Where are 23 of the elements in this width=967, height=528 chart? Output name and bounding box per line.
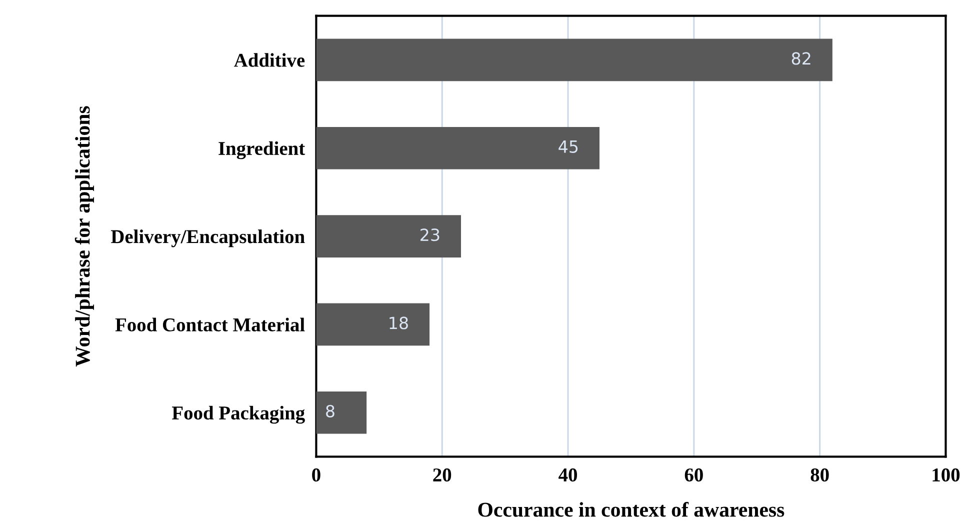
y-tick-label: Food Contact Material [115,318,305,332]
y-axis-title: Word/phrase for applications [74,106,94,367]
data-label: 45 [558,140,578,153]
bar [316,391,367,434]
bar [316,303,430,346]
data-label: 18 [390,316,408,330]
bar [316,215,461,258]
x-axis-title: Occurance in context of awareness [478,502,784,517]
x-tick-label: 40 [558,468,577,482]
data-label: 82 [792,52,810,65]
data-label: 23 [420,228,440,242]
bar [316,38,832,82]
x-tick-label: 80 [810,468,829,482]
data-label: 8 [326,404,334,418]
x-tick-label: 60 [684,468,703,482]
x-tick-label: 20 [433,468,452,482]
y-tick-label: Ingredient [218,141,306,160]
x-tick-label: 100 [932,468,960,482]
y-tick-label: Delivery/Encapsulation [110,230,305,248]
y-tick-label: Additive [234,53,305,67]
bar [316,126,600,170]
y-tick-label: Food Packaging [172,406,305,424]
x-tick-label: 0 [312,468,320,482]
